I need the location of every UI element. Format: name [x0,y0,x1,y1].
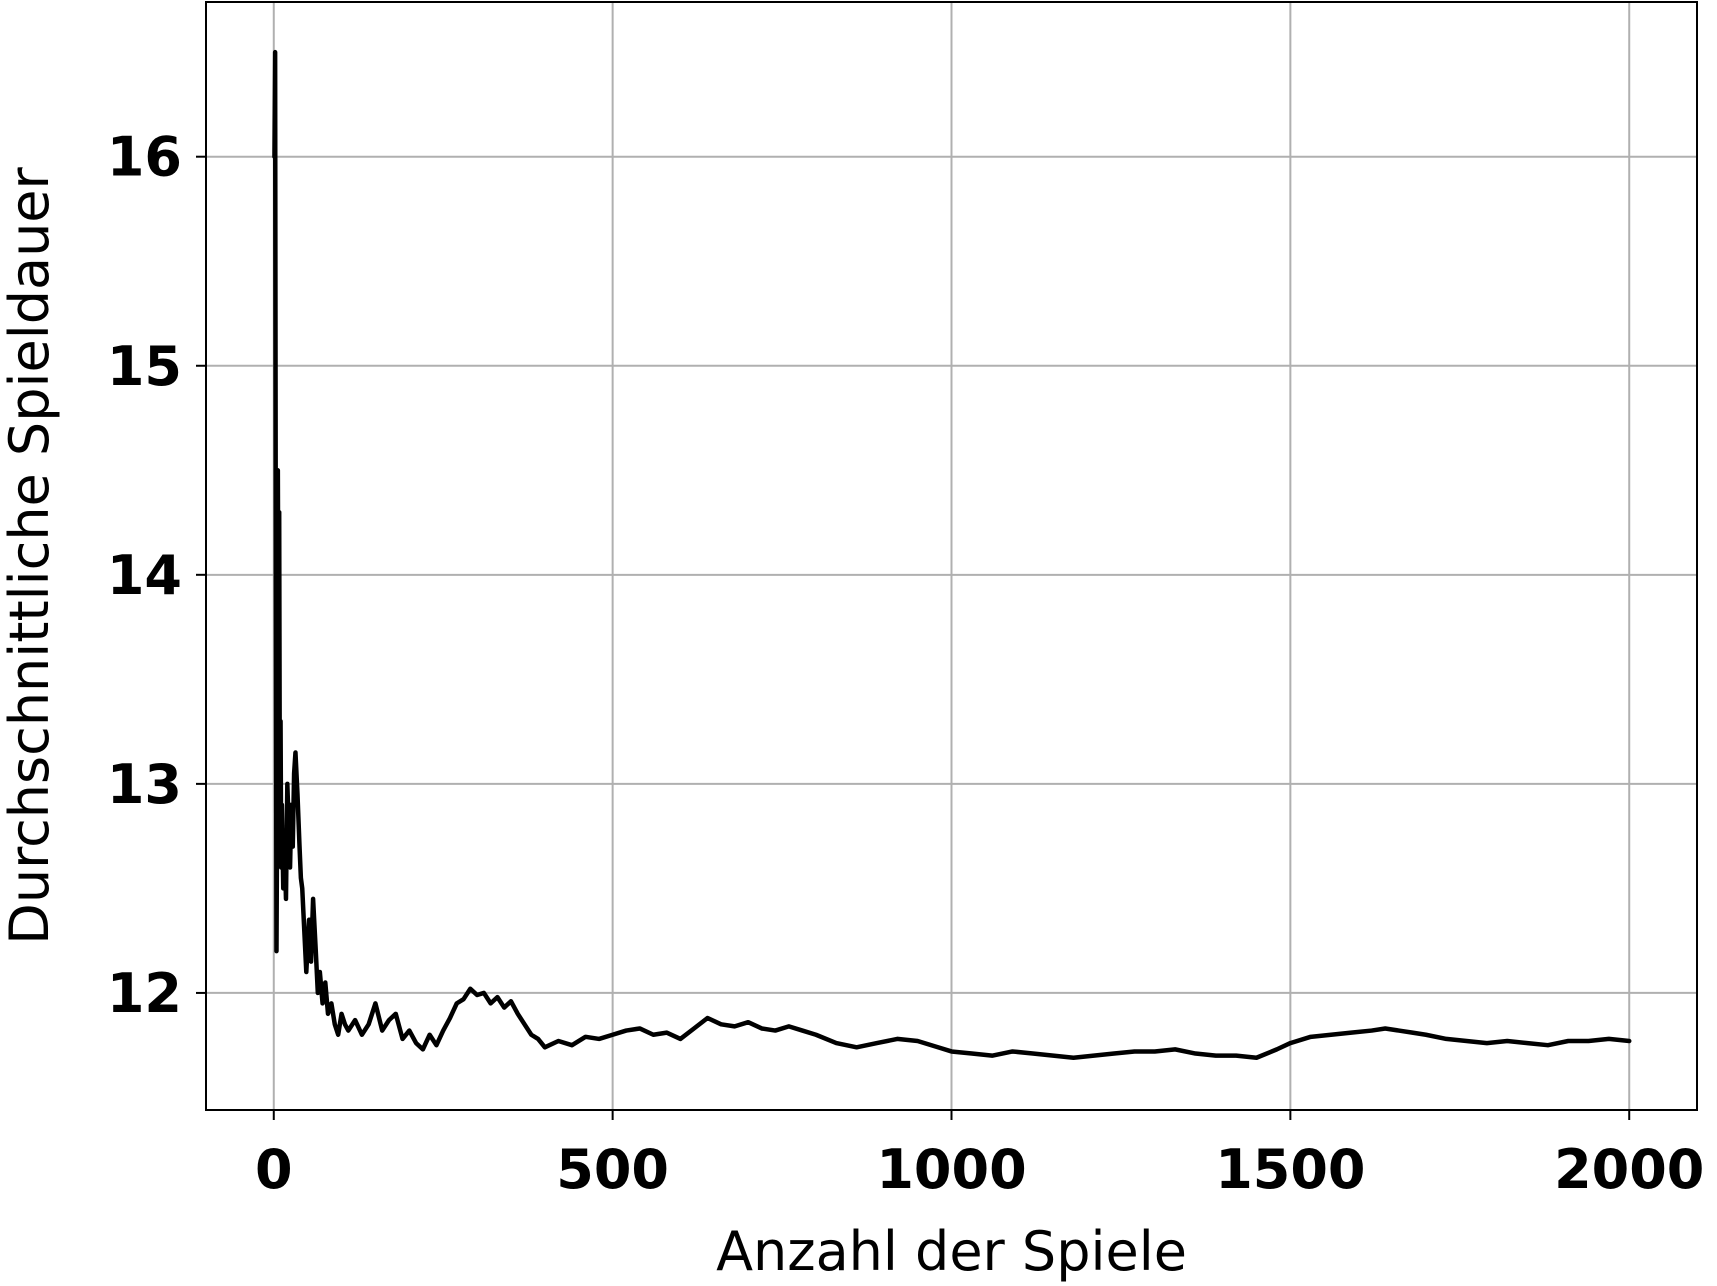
y-tick-label: 13 [107,753,182,816]
x-axis-label: Anzahl der Spiele [716,1220,1187,1283]
x-tick-label: 500 [556,1138,669,1201]
plot-area [272,49,1632,1060]
grid-lines [206,2,1697,1110]
y-tick-label: 14 [107,544,182,607]
y-axis-ticks: 12 13 14 15 16 [107,126,206,1025]
y-axis-label: Durchschnittliche Spieldauer [0,166,61,944]
x-tick-label: 1000 [876,1138,1026,1201]
series-line-0 [272,49,1632,1060]
y-tick-label: 15 [107,335,182,398]
x-tick-label: 0 [255,1138,293,1201]
x-tick-label: 1500 [1215,1138,1365,1201]
x-tick-label: 2000 [1554,1138,1704,1201]
y-tick-label: 16 [107,126,182,189]
x-axis-ticks: 0 500 1000 1500 2000 [255,1110,1704,1201]
y-tick-label: 12 [107,962,182,1025]
